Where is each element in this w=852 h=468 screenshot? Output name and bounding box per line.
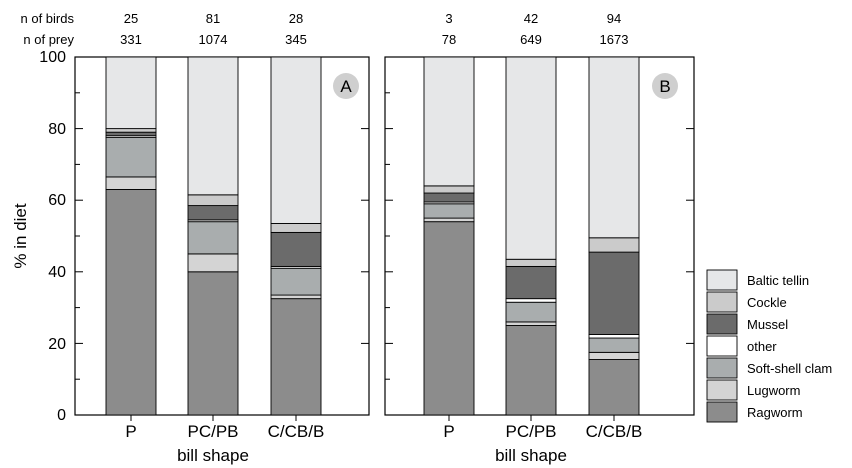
bar-segment-mussel	[105, 131, 157, 137]
n-prey-value: 649	[520, 32, 542, 47]
n-prey-label: n of prey	[23, 32, 74, 47]
bar-segment-ragworm	[270, 298, 322, 416]
n-birds-value: 28	[289, 11, 303, 26]
bar-segment-baltic-tellin	[105, 56, 157, 130]
legend-swatch-other	[706, 335, 738, 357]
n-prey-value: 331	[120, 32, 142, 47]
n-prey-value: 345	[285, 32, 307, 47]
bar-segment-ragworm	[588, 359, 640, 416]
bar-segment-ragworm	[423, 221, 475, 416]
legend-swatch-baltic-tellin	[706, 269, 738, 291]
x-axis-title-a: bill shape	[177, 446, 249, 465]
bar-segment-other	[505, 298, 557, 303]
y-tick-label: 20	[48, 336, 66, 353]
n-birds-value: 94	[607, 11, 621, 26]
legend-label: other	[747, 339, 777, 354]
bar-segment-cockle	[423, 185, 475, 194]
panel-b-badge	[652, 73, 678, 99]
bar-segment-lugworm	[187, 253, 239, 273]
bar-segment-mussel	[588, 251, 640, 335]
bar-segment-mussel	[270, 231, 322, 267]
bar-segment-cockle	[187, 194, 239, 207]
bar-segment-lugworm	[588, 351, 640, 360]
n-prey-value: 1673	[600, 32, 629, 47]
bar-segment-ragworm	[505, 325, 557, 416]
legend-swatch-ragworm	[706, 401, 738, 423]
bar-segment-ragworm	[187, 271, 239, 416]
bar-segment-ragworm	[105, 189, 157, 416]
y-tick-label: 100	[39, 49, 66, 66]
bar-segment-baltic-tellin	[423, 56, 475, 187]
bar-segment-baltic-tellin	[588, 56, 640, 239]
bar-segment-soft-shell-clam	[105, 137, 157, 178]
category-label: P	[125, 422, 136, 441]
bar-segment-soft-shell-clam	[505, 301, 557, 323]
category-label: P	[443, 422, 454, 441]
panel-b-letter: B	[659, 77, 670, 96]
y-tick-label: 80	[48, 121, 66, 138]
legend-label: Mussel	[747, 317, 788, 332]
n-birds-value: 42	[524, 11, 538, 26]
bar-segment-baltic-tellin	[505, 56, 557, 260]
legend-swatch-cockle	[706, 291, 738, 313]
bar-segment-soft-shell-clam	[187, 221, 239, 255]
y-axis-title: % in diet	[11, 203, 30, 268]
bar-segment-cockle	[505, 258, 557, 267]
category-label: C/CB/B	[268, 422, 325, 441]
n-birds-value: 3	[445, 11, 452, 26]
y-tick-label: 0	[57, 407, 66, 424]
n-birds-value: 25	[124, 11, 138, 26]
bar-segment-lugworm	[270, 294, 322, 300]
legend-swatch-lugworm	[706, 379, 738, 401]
legend-label: Baltic tellin	[747, 273, 809, 288]
n-prey-value: 78	[442, 32, 456, 47]
n-birds-label: n of birds	[21, 11, 75, 26]
legend-label: Soft-shell clam	[747, 361, 832, 376]
legend-label: Cockle	[747, 295, 787, 310]
bar-segment-cockle	[588, 237, 640, 253]
legend-label: Lugworm	[747, 383, 800, 398]
bar-segment-mussel	[505, 265, 557, 300]
n-prey-value: 1074	[199, 32, 228, 47]
bar-segment-cockle	[105, 128, 157, 133]
bar-segment-other	[588, 334, 640, 339]
n-birds-value: 81	[206, 11, 220, 26]
legend-swatch-mussel	[706, 313, 738, 335]
bar-segment-soft-shell-clam	[588, 337, 640, 353]
category-label: C/CB/B	[586, 422, 643, 441]
bar-segment-mussel	[423, 192, 475, 203]
bar-segment-lugworm	[105, 176, 157, 190]
panel-a-letter: A	[340, 77, 352, 96]
bar-segment-baltic-tellin	[187, 56, 239, 196]
category-label: PC/PB	[505, 422, 556, 441]
y-tick-label: 40	[48, 264, 66, 281]
bar-segment-mussel	[187, 205, 239, 221]
bar-segment-baltic-tellin	[270, 56, 322, 224]
bar-segment-lugworm	[423, 217, 475, 223]
bar-segment-soft-shell-clam	[270, 267, 322, 296]
legend-swatch-soft-shell-clam	[706, 357, 738, 379]
bar-segment-cockle	[270, 223, 322, 233]
y-tick-label: 60	[48, 192, 66, 209]
category-label: PC/PB	[187, 422, 238, 441]
legend-label: Ragworm	[747, 405, 803, 420]
bar-segment-soft-shell-clam	[423, 203, 475, 219]
panel-a-badge	[333, 73, 359, 99]
x-axis-title-b: bill shape	[495, 446, 567, 465]
bar-segment-lugworm	[505, 321, 557, 326]
